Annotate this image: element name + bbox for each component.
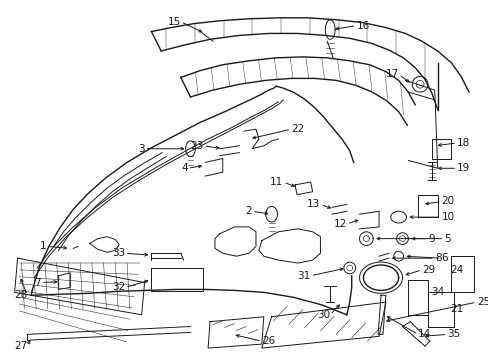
Text: 11: 11 — [269, 177, 283, 187]
Text: 2: 2 — [245, 206, 251, 216]
Text: 12: 12 — [333, 219, 346, 229]
Text: 30: 30 — [316, 310, 329, 320]
Text: 20: 20 — [441, 197, 454, 207]
Text: 26: 26 — [261, 336, 275, 346]
Text: 35: 35 — [447, 329, 460, 339]
Text: 23: 23 — [189, 141, 203, 151]
Text: 17: 17 — [385, 69, 398, 80]
Text: 32: 32 — [112, 283, 125, 292]
Text: 24: 24 — [449, 265, 463, 275]
Text: 8: 8 — [434, 253, 441, 263]
Text: 19: 19 — [456, 163, 469, 173]
Text: 29: 29 — [421, 265, 434, 275]
Text: 34: 34 — [430, 287, 444, 297]
Text: 33: 33 — [112, 248, 125, 258]
Text: 16: 16 — [356, 21, 369, 31]
Text: 22: 22 — [290, 124, 304, 134]
Text: 18: 18 — [456, 138, 469, 148]
Text: 28: 28 — [14, 290, 27, 300]
Text: 5: 5 — [444, 234, 450, 244]
Text: 7: 7 — [34, 278, 41, 288]
Text: 27: 27 — [14, 341, 27, 351]
Text: 9: 9 — [427, 234, 434, 244]
Text: 13: 13 — [306, 199, 320, 210]
Text: 10: 10 — [441, 212, 454, 222]
Text: 14: 14 — [417, 329, 430, 339]
Text: 1: 1 — [40, 242, 47, 251]
Text: 15: 15 — [167, 17, 181, 27]
Text: 31: 31 — [297, 271, 310, 281]
Text: 6: 6 — [441, 253, 447, 263]
Text: 25: 25 — [476, 297, 488, 307]
Text: 21: 21 — [449, 304, 463, 314]
Text: 3: 3 — [138, 144, 144, 154]
Text: 4: 4 — [181, 163, 187, 173]
